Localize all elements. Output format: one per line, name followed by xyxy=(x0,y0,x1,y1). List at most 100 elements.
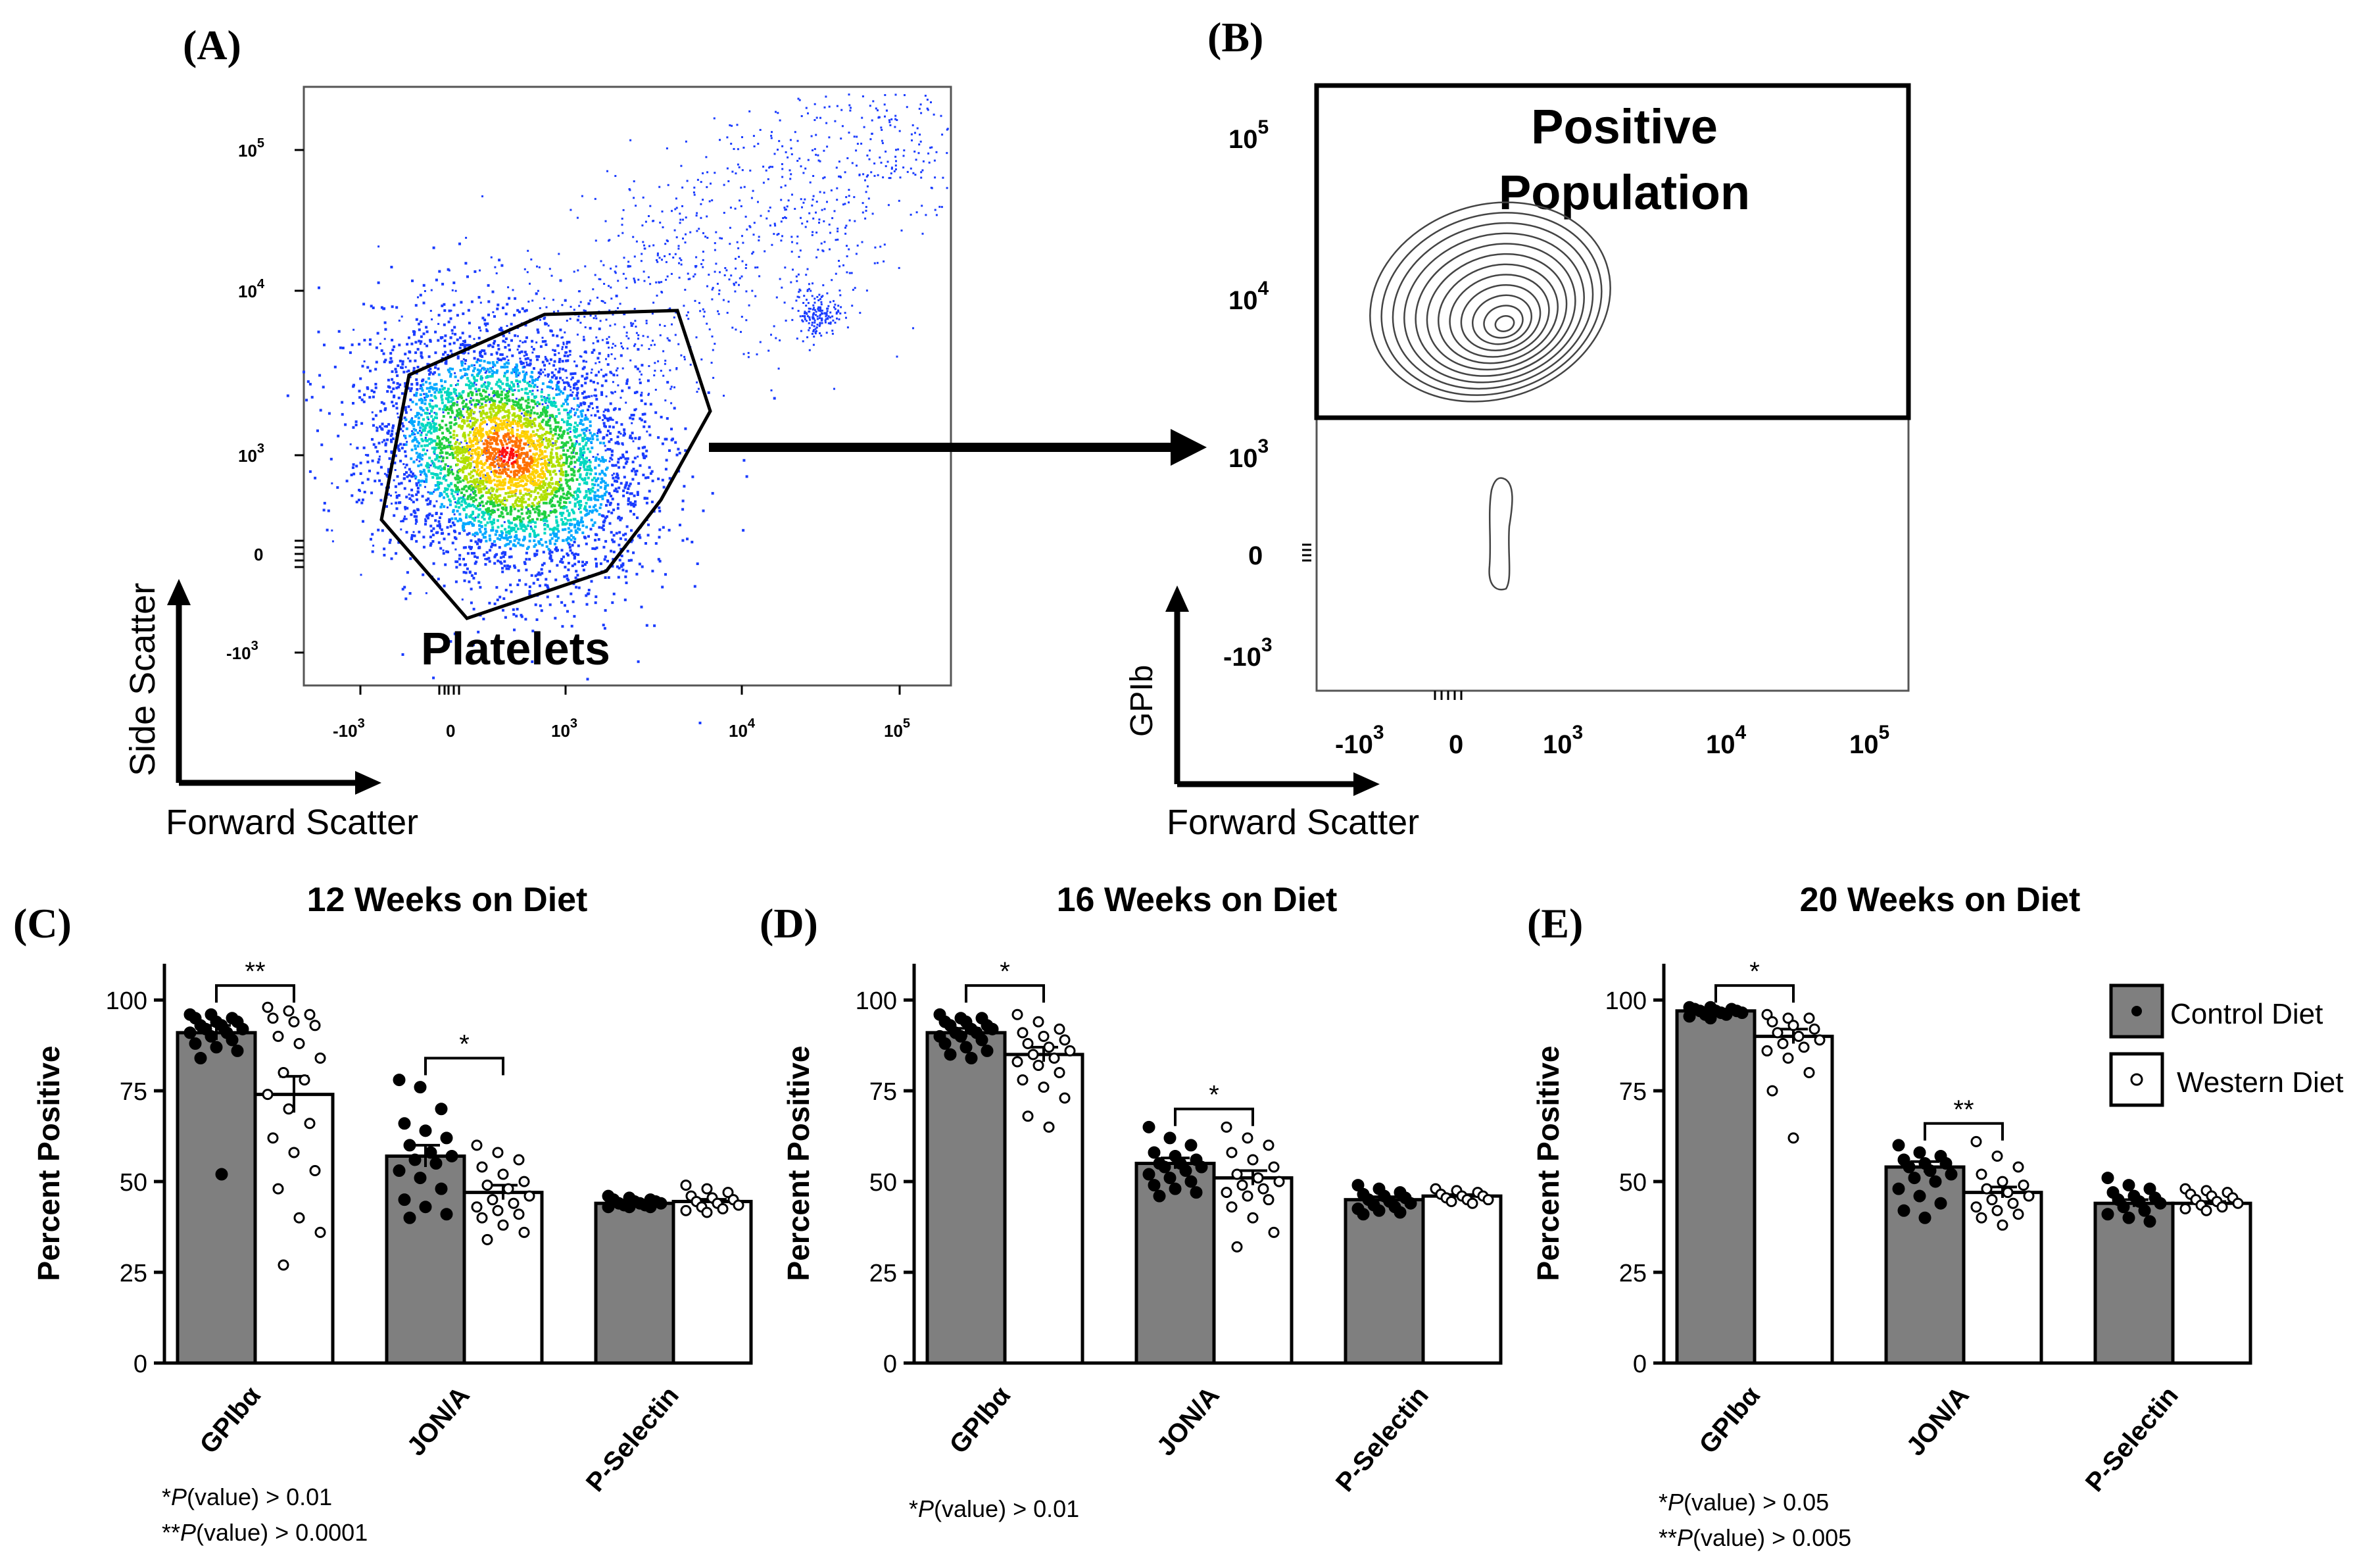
scatter-point xyxy=(437,373,441,376)
scatter-point xyxy=(372,544,375,547)
scatter-point xyxy=(514,415,517,418)
scatter-point xyxy=(473,337,475,340)
scatter-point xyxy=(454,333,457,336)
scatter-point xyxy=(777,367,780,370)
scatter-point xyxy=(511,407,514,410)
scatter-point xyxy=(678,276,681,279)
scatter-point xyxy=(378,479,381,482)
scatter-point xyxy=(515,537,518,540)
scatter-point xyxy=(554,472,558,476)
scatter-point xyxy=(415,378,418,382)
scatter-point xyxy=(784,216,786,218)
scatter-point xyxy=(487,300,491,303)
scatter-point xyxy=(387,378,390,382)
scatter-point xyxy=(587,439,590,442)
scatter-point xyxy=(700,216,702,219)
scatter-point xyxy=(517,509,520,512)
scatter-point xyxy=(609,402,612,405)
scatter-point xyxy=(664,399,667,402)
scatter-point xyxy=(602,422,606,425)
scatter-point xyxy=(449,500,452,503)
scatter-point xyxy=(512,608,515,611)
scatter-point xyxy=(638,562,641,566)
scatter-point xyxy=(585,427,589,430)
scatter-point xyxy=(594,466,597,470)
scatter-point xyxy=(602,441,606,445)
scatter-point xyxy=(454,501,457,503)
scatter-point xyxy=(829,232,831,234)
scatter-point xyxy=(563,442,566,445)
scatter-point xyxy=(670,438,673,441)
scatter-point xyxy=(568,349,571,353)
scatter-point xyxy=(443,446,447,449)
scatter-point xyxy=(469,420,472,422)
scatter-point xyxy=(556,464,560,467)
scatter-point xyxy=(501,443,504,447)
scatter-point xyxy=(454,416,456,419)
scatter-point xyxy=(770,137,773,139)
scatter-point xyxy=(468,386,471,389)
scatter-point xyxy=(594,498,597,501)
scatter-point xyxy=(610,286,612,289)
scatter-point xyxy=(399,383,402,386)
scatter-point xyxy=(808,283,810,286)
scatter-point xyxy=(529,476,532,479)
scatter-point xyxy=(659,334,662,337)
scatter-point xyxy=(604,379,608,382)
scatter-point xyxy=(494,554,497,557)
scatter-point xyxy=(922,160,925,162)
scatter-point xyxy=(785,319,787,322)
scatter-point xyxy=(583,536,587,539)
scatter-point xyxy=(662,350,665,353)
scatter-point xyxy=(462,528,465,531)
scatter-point xyxy=(509,540,512,543)
scatter-point xyxy=(416,366,420,368)
scatter-point xyxy=(596,410,600,413)
scatter-point xyxy=(467,394,470,397)
scatter-point xyxy=(374,414,377,417)
scatter-point xyxy=(497,508,500,511)
scatter-point xyxy=(428,382,431,385)
scatter-point xyxy=(491,511,495,514)
scatter-point xyxy=(610,267,612,270)
scatter-point xyxy=(469,464,472,468)
scatter-point xyxy=(405,463,408,466)
scatter-point xyxy=(492,501,495,505)
scatter-point xyxy=(621,389,624,393)
scatter-point xyxy=(397,385,401,389)
scatter-point xyxy=(512,528,515,532)
scatter-point xyxy=(476,515,479,518)
scatter-point xyxy=(597,430,600,432)
scatter-point xyxy=(386,390,389,393)
scatter-point xyxy=(545,545,548,548)
scatter-point xyxy=(452,495,455,498)
scatter-point xyxy=(461,487,464,491)
scatter-point xyxy=(566,449,570,452)
scatter-point xyxy=(470,364,474,367)
scatter-point xyxy=(477,295,481,299)
scatter-point xyxy=(738,284,740,286)
scatter-point xyxy=(485,431,488,434)
scatter-point xyxy=(331,540,334,543)
scatter-point xyxy=(640,418,643,422)
scatter-point xyxy=(427,369,431,372)
scatter-point xyxy=(403,416,406,420)
scatter-point xyxy=(468,344,472,347)
scatter-point xyxy=(643,497,646,500)
scatter-point xyxy=(872,100,875,103)
scatter-point xyxy=(466,533,469,536)
scatter-point xyxy=(633,278,635,280)
scatter-point xyxy=(424,485,426,488)
scatter-point xyxy=(918,143,921,146)
scatter-point xyxy=(464,563,468,566)
scatter-point xyxy=(492,366,495,368)
scatter-point xyxy=(543,528,546,531)
scatter-point xyxy=(894,93,897,96)
scatter-point xyxy=(573,497,577,501)
scatter-point xyxy=(466,447,469,451)
scatter-point xyxy=(415,451,418,455)
scatter-point xyxy=(369,338,372,341)
scatter-point xyxy=(534,574,537,578)
scatter-point xyxy=(653,624,656,628)
scatter-point xyxy=(589,497,593,500)
